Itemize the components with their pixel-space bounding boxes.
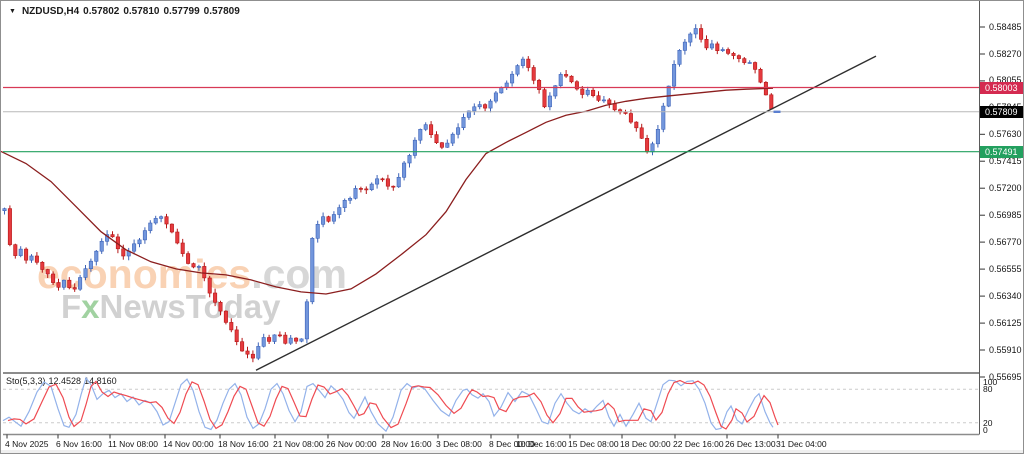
- moving-average-line[interactable]: [1, 87, 774, 295]
- dropdown-arrow-icon[interactable]: ▼: [9, 8, 16, 15]
- ohlc-open: 0.57802: [83, 6, 120, 17]
- ohlc-low: 0.57799: [163, 6, 200, 17]
- main-chart-area[interactable]: [3, 3, 979, 372]
- indicator-panel[interactable]: [3, 374, 979, 434]
- candlestick-series: [2, 24, 774, 363]
- fx-logo-icon: x: [81, 288, 100, 325]
- watermark-fxnewstoday: FxNewsToday: [61, 288, 281, 325]
- bottom-margin: [1, 450, 1023, 453]
- stochastic-lines: [2, 376, 779, 433]
- ohlc-close: 0.57809: [203, 6, 240, 17]
- stochastic-label: Sto(5,3,3) 12.4528 14.8160: [6, 376, 117, 386]
- ohlc-high: 0.57810: [123, 6, 160, 17]
- current-price-marker: [773, 110, 781, 113]
- price-axis[interactable]: [979, 1, 1023, 434]
- trendline[interactable]: [255, 55, 877, 371]
- symbol-label: NZDUSD,H4: [21, 6, 80, 17]
- symbol-header: ▼ NZDUSD,H4 0.57802 0.57810 0.57799 0.57…: [9, 6, 244, 17]
